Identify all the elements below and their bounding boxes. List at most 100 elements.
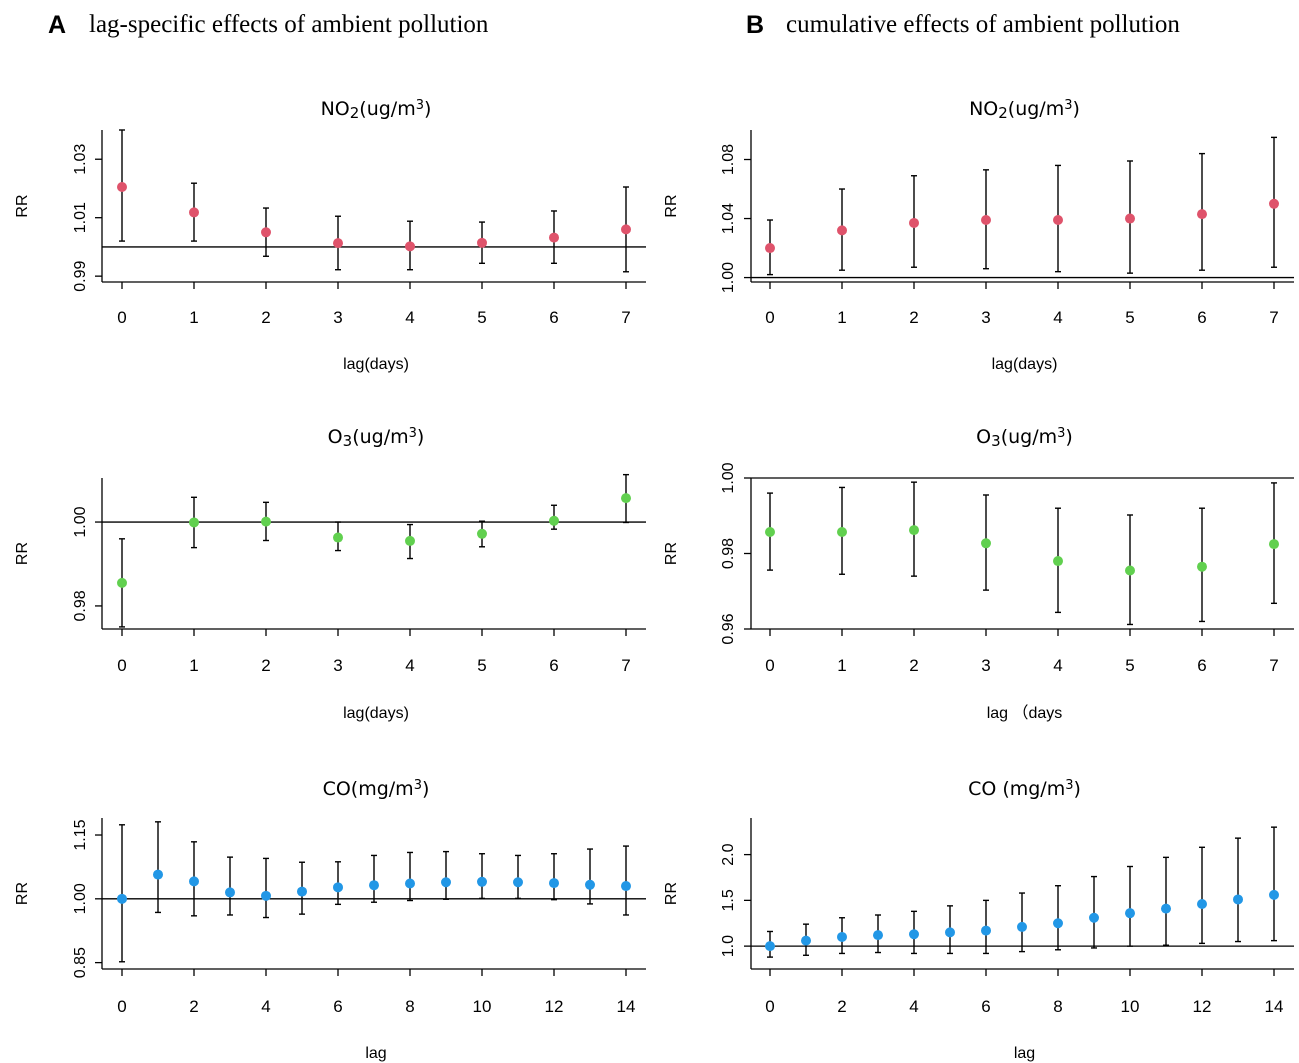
y-tick-label: 0.96: [720, 613, 737, 644]
x-tick-label: 2: [909, 656, 918, 675]
x-tick-label: 6: [1197, 656, 1206, 675]
data-point: [1197, 561, 1207, 572]
x-tick-label: 12: [545, 997, 564, 1016]
x-tick-label: 1: [837, 308, 846, 327]
data-point: [1125, 908, 1135, 919]
data-point: [909, 929, 919, 940]
chart-title-mid: (ug/m: [359, 98, 415, 120]
x-tick-label: 7: [621, 656, 630, 675]
y-axis-label: RR: [663, 194, 680, 217]
data-point: [1269, 198, 1279, 209]
x-tick-label: 4: [1053, 656, 1062, 675]
chart-title-end: ): [1065, 426, 1072, 448]
x-tick-label: 3: [333, 308, 342, 327]
x-axis-label: lag(days): [343, 705, 409, 722]
data-point: [801, 935, 811, 946]
data-point: [1269, 539, 1279, 550]
data-point: [189, 207, 199, 218]
data-point: [189, 517, 199, 528]
x-tick-label: 10: [1121, 997, 1140, 1016]
data-point: [621, 493, 631, 504]
data-point: [765, 243, 775, 254]
data-point: [405, 878, 415, 889]
data-point: [117, 182, 127, 192]
x-tick-label: 14: [617, 997, 636, 1016]
data-point: [333, 882, 343, 893]
chart-title-sup: 3: [1057, 426, 1065, 441]
x-tick-label: 6: [549, 308, 558, 327]
data-point: [909, 217, 919, 228]
x-tick-label: 3: [981, 308, 990, 327]
x-tick-label: 12: [1193, 997, 1212, 1016]
data-point: [1269, 889, 1279, 900]
x-tick-label: 5: [477, 308, 486, 327]
x-tick-label: 0: [765, 656, 774, 675]
chart-title-sub: 2: [998, 104, 1008, 122]
data-point: [261, 516, 271, 527]
data-point: [765, 941, 775, 952]
x-tick-label: 2: [261, 308, 270, 327]
chart-title-sup: 3: [1064, 98, 1072, 113]
chart-title-end: ): [1074, 778, 1081, 800]
chart-A-co: CO(mg/m3) 0 2 4 6 8 10 12 14 0.85 1.00 1.15 lag RR: [14, 778, 646, 1062]
data-point: [153, 869, 163, 880]
y-axis-label: RR: [14, 882, 31, 905]
data-point: [513, 877, 523, 888]
x-tick-label: 0: [765, 308, 774, 327]
x-axis-label: lag(days): [992, 356, 1058, 373]
x-tick-label: 4: [909, 997, 918, 1016]
data-point: [1233, 894, 1243, 905]
data-point: [981, 215, 991, 226]
data-point: [1125, 565, 1135, 576]
data-point: [261, 890, 271, 901]
x-tick-label: 1: [837, 656, 846, 675]
data-point: [621, 881, 631, 892]
data-point: [405, 241, 415, 252]
x-tick-label: 1: [189, 308, 198, 327]
x-tick-label: 3: [981, 656, 990, 675]
x-tick-label: 6: [981, 997, 990, 1016]
chart-title-sup: 3: [409, 426, 417, 441]
y-tick-label: 0.98: [72, 590, 89, 621]
chart-title-base: NO: [969, 98, 998, 120]
panel-b-letter: B: [746, 11, 764, 39]
data-point: [441, 877, 451, 888]
y-tick-label: 2.0: [720, 843, 737, 865]
x-tick-label: 5: [1125, 308, 1134, 327]
data-point: [549, 515, 559, 526]
x-tick-label: 8: [1053, 997, 1062, 1016]
chart-title-end: ): [424, 98, 431, 120]
x-axis-label: lag: [1014, 1045, 1035, 1062]
data-point: [945, 927, 955, 938]
y-tick-label: 1.15: [72, 819, 89, 850]
y-tick-label: 0.98: [720, 538, 737, 569]
data-point: [981, 925, 991, 936]
x-tick-label: 1: [189, 656, 198, 675]
x-tick-label: 8: [405, 997, 414, 1016]
y-axis-label: RR: [14, 194, 31, 217]
data-point: [1161, 903, 1171, 914]
y-tick-label: 1.00: [72, 883, 89, 914]
data-point: [837, 931, 847, 942]
chart-title-end: ): [422, 778, 429, 800]
panel-b-header: B cumulative effects of ambient pollutio…: [746, 11, 1180, 39]
data-point: [117, 577, 127, 588]
x-axis-label: lag: [365, 1045, 386, 1062]
chart-title-sub: 3: [343, 432, 353, 450]
x-tick-label: 2: [261, 656, 270, 675]
x-tick-label: 6: [1197, 308, 1206, 327]
x-tick-label: 0: [765, 997, 774, 1016]
data-point: [1089, 912, 1099, 923]
y-tick-label: 1.01: [72, 202, 89, 233]
x-tick-label: 4: [1053, 308, 1062, 327]
y-tick-label: 1.00: [720, 262, 737, 293]
chart-title-sub: 2: [350, 104, 360, 122]
chart-title: CO(mg/m3): [323, 778, 430, 800]
x-tick-label: 0: [117, 997, 126, 1016]
x-tick-label: 5: [477, 656, 486, 675]
x-tick-label: 0: [117, 656, 126, 675]
chart-title-base: O: [328, 426, 343, 448]
x-tick-label: 3: [333, 656, 342, 675]
panel-a-title: lag-specific effects of ambient pollutio…: [89, 11, 489, 38]
